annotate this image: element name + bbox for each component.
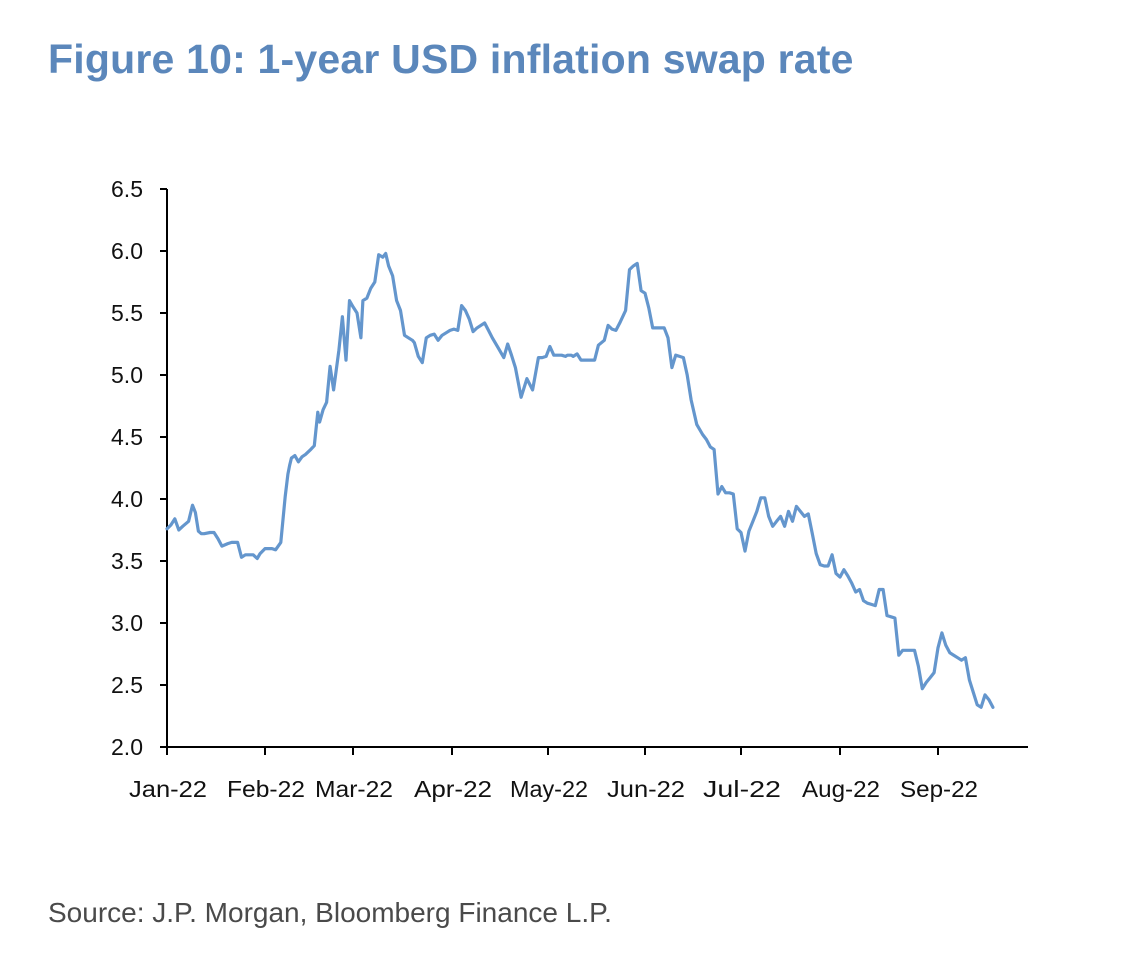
y-tick-label: 2.0 <box>111 734 143 760</box>
y-tick-label: 4.5 <box>111 424 143 450</box>
source-note: Source: J.P. Morgan, Bloomberg Finance L… <box>48 897 612 928</box>
y-tick-label: 4.0 <box>111 486 143 512</box>
x-axis-ticks: Jan-22 Feb-22 Mar-22 Apr-22 May-22 Jun-22 Jul-… <box>129 747 978 802</box>
x-tick-label: Jan-22 <box>129 776 207 802</box>
x-tick-label: May-22 <box>510 776 588 802</box>
series-line-inflation-swap <box>165 251 995 709</box>
y-tick-label: 5.5 <box>111 300 143 326</box>
x-tick-label: Aug-22 <box>802 776 880 802</box>
y-tick-label: 6.0 <box>111 238 143 264</box>
x-tick-label: Feb-22 <box>227 776 305 802</box>
y-tick-label: 3.5 <box>111 548 143 574</box>
x-tick-label: Sep-22 <box>900 776 978 802</box>
figure-title: Figure 10: 1-year USD inflation swap rat… <box>48 36 854 82</box>
y-axis-ticks: 2.0 2.5 3.0 3.5 4.0 4.5 5.0 5.5 6.0 6.5 <box>111 176 167 760</box>
y-tick-label: 2.5 <box>111 672 143 698</box>
x-tick-label: Jul-22 <box>703 776 781 802</box>
y-tick-label: 5.0 <box>111 362 143 388</box>
y-tick-label: 6.5 <box>111 176 143 202</box>
y-tick-label: 3.0 <box>111 610 143 636</box>
x-tick-label: Apr-22 <box>414 776 492 802</box>
x-tick-label: Mar-22 <box>315 776 393 802</box>
x-tick-label: Jun-22 <box>607 776 685 802</box>
